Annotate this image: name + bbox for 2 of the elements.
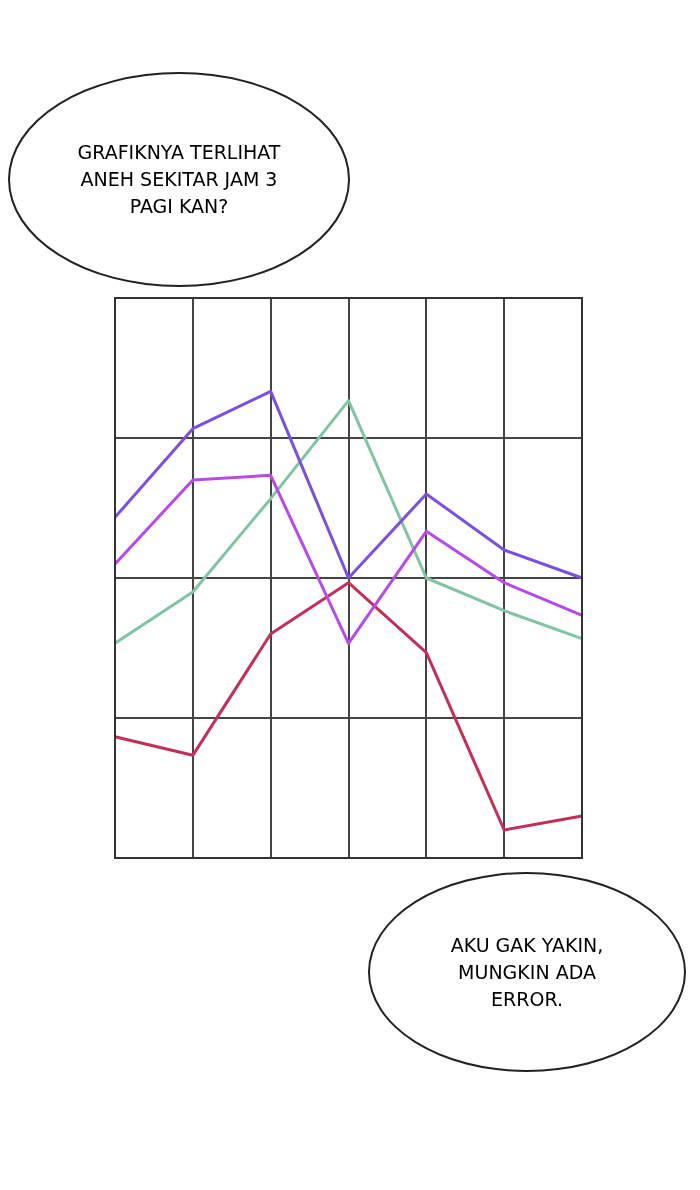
speech-bubble: GRAFIKNYA TERLIHAT ANEH SEKITAR JAM 3 PAGI KAN?	[8, 72, 350, 287]
speech-bubble: AKU GAK YAKIN, MUNGKIN ADA ERROR.	[368, 872, 686, 1072]
